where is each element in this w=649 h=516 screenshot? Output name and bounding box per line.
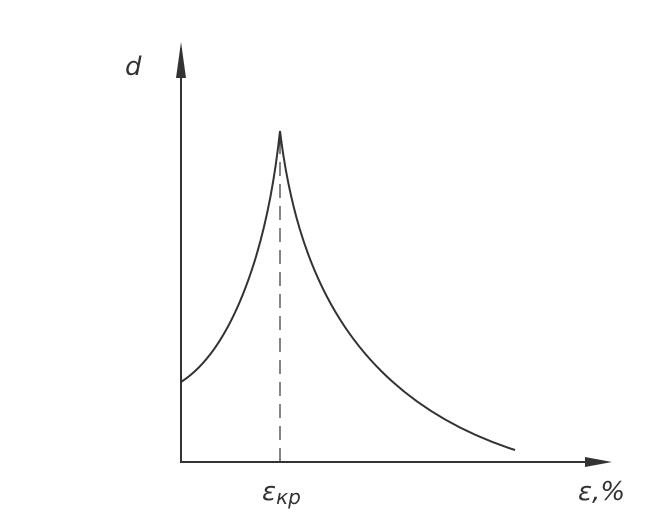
y-axis-arrow xyxy=(176,42,186,78)
critical-symbol: ε xyxy=(262,477,276,507)
y-axis-label: d xyxy=(125,52,142,82)
critical-subscript: кр xyxy=(276,485,301,509)
x-axis-arrow xyxy=(585,457,612,467)
critical-label: εкр xyxy=(262,477,301,509)
x-axis-label: ε,% xyxy=(578,477,625,507)
curve xyxy=(180,130,516,451)
